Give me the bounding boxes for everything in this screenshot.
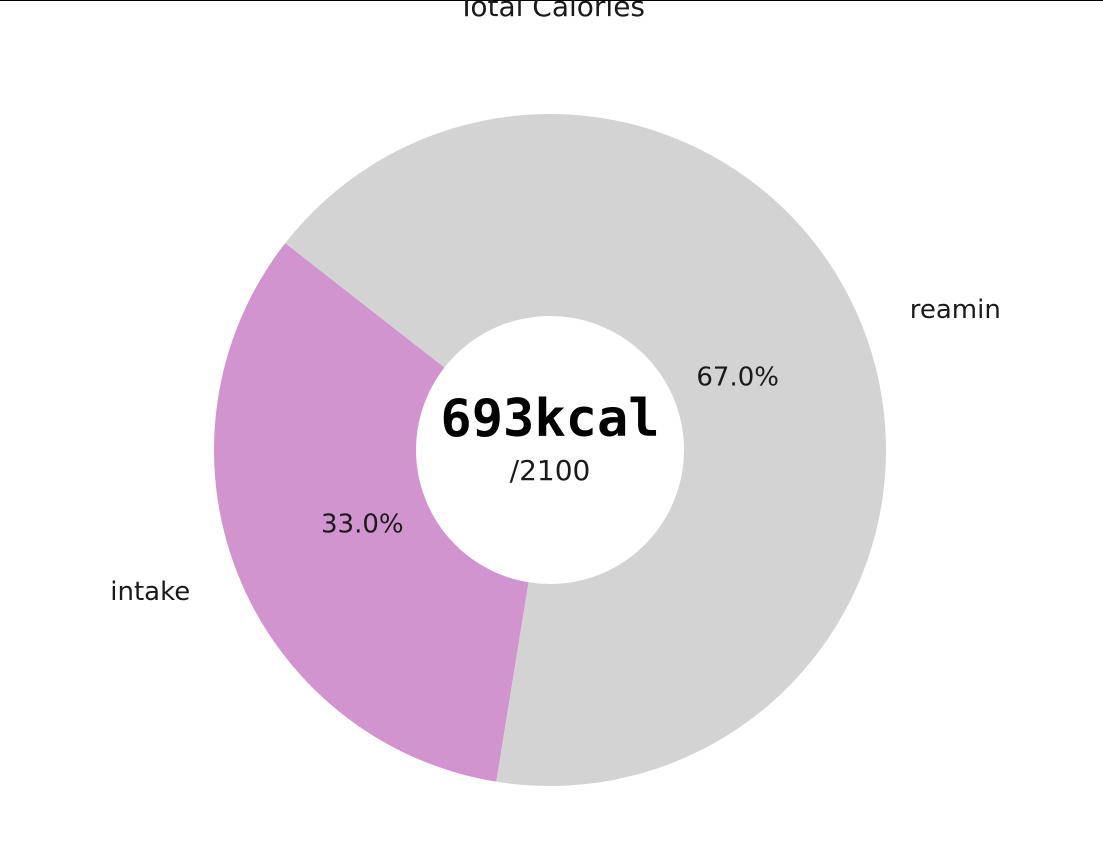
percent-label-intake: 33.0%	[321, 510, 404, 540]
slice-reamin	[285, 114, 887, 787]
slice-label-reamin: reamin	[910, 295, 1001, 325]
slices-group	[213, 114, 887, 787]
slice-intake	[213, 243, 529, 782]
labels-group: intake 33.0% reamin 67.0%	[110, 295, 1001, 607]
chart-title: Total Calories	[457, 0, 646, 23]
top-border	[0, 0, 1103, 1]
percent-label-reamin: 67.0%	[696, 362, 779, 392]
center-value: 693kcal	[440, 389, 659, 449]
center-total: /2100	[510, 454, 591, 487]
slice-label-intake: intake	[110, 577, 190, 607]
